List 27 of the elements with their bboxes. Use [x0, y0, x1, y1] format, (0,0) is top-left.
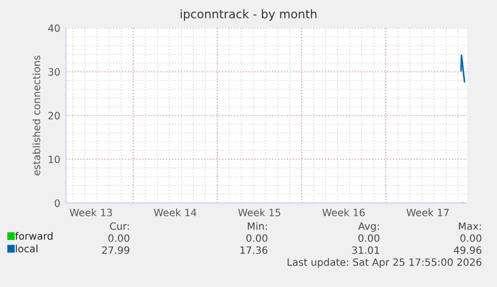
text: 27.99 [102, 246, 130, 254]
text: Last update: Sat Apr 25 17:55:00 2026 [288, 258, 482, 268]
y-tick-label: 40 [48, 24, 60, 32]
x-tick-label: Week 17 [406, 208, 449, 216]
y-tick-label: 10 [48, 156, 60, 164]
chart-title: ipconntrack - by month [180, 9, 316, 21]
y-tick-label: 0 [54, 199, 60, 207]
x-tick-label: Week 16 [322, 208, 365, 216]
text: Min: [248, 222, 267, 230]
text: Cur: [110, 222, 129, 230]
text: 49.96 [454, 246, 482, 254]
text: 0.00 [460, 234, 482, 242]
text: 0.00 [246, 234, 268, 242]
x-tick-label: Week 14 [154, 208, 196, 216]
text: 0.00 [108, 234, 130, 242]
x-tick-label: Week 15 [238, 208, 280, 216]
text: 17.36 [240, 246, 268, 254]
text: 0.00 [358, 234, 380, 242]
x-tick-label: Week 13 [70, 208, 112, 216]
legend-label: forward [15, 232, 52, 240]
text: 31.01 [352, 246, 380, 254]
y-axis-title: established connections [32, 56, 40, 176]
legend-label: local [16, 244, 38, 252]
text: Max: [458, 222, 481, 230]
y-tick-label: 20 [48, 112, 60, 120]
text: Avg: [358, 222, 379, 232]
y-tick-label: 30 [48, 68, 60, 76]
